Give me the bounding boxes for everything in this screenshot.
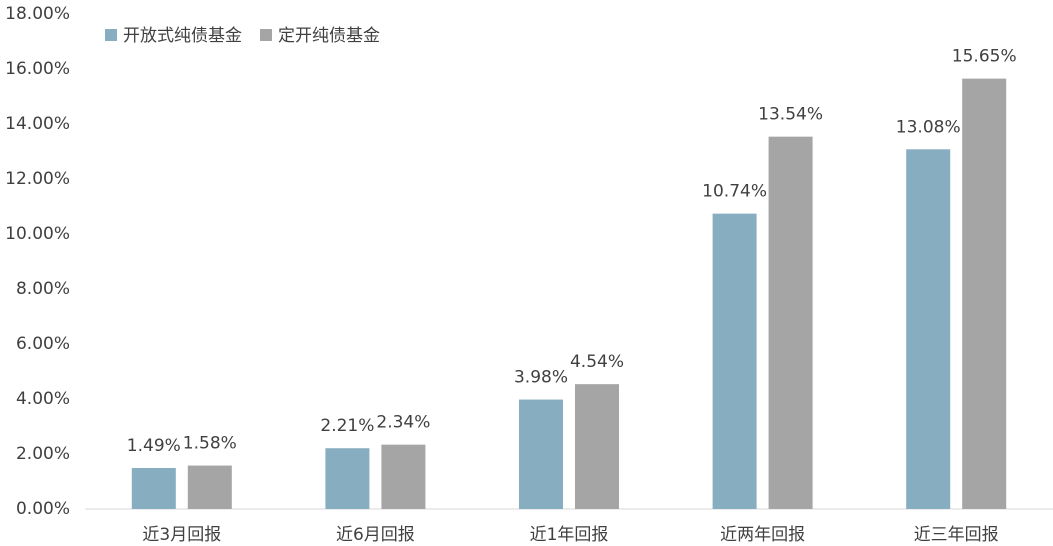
bar: [906, 149, 951, 510]
bar: [519, 399, 563, 509]
legend-label: 开放式纯债基金: [123, 26, 242, 46]
legend-swatch: [260, 29, 272, 41]
bar: [325, 448, 370, 509]
data-label: 13.08%: [896, 117, 961, 137]
data-label: 4.54%: [570, 352, 624, 372]
data-label: 3.98%: [514, 368, 568, 388]
y-tick-label: 0.00%: [16, 499, 70, 519]
bar: [962, 78, 1007, 509]
y-tick-label: 16.00%: [5, 59, 70, 79]
x-tick-label: 近1年回报: [530, 525, 609, 545]
x-tick-label: 近3月回报: [142, 525, 221, 545]
bar: [381, 444, 426, 509]
data-label: 13.54%: [758, 105, 823, 125]
data-label: 10.74%: [702, 182, 767, 202]
y-tick-label: 18.00%: [5, 4, 70, 24]
data-label: 2.21%: [320, 416, 374, 436]
y-tick-label: 4.00%: [16, 389, 70, 409]
x-tick-label: 近6月回报: [336, 525, 415, 545]
y-tick-label: 2.00%: [16, 444, 70, 464]
x-tick-label: 近两年回报: [720, 525, 805, 545]
bar: [187, 465, 232, 509]
legend-swatch: [105, 29, 117, 41]
y-tick-label: 10.00%: [5, 224, 70, 244]
bar: [575, 384, 619, 509]
legend-label: 定开纯债基金: [278, 26, 380, 46]
x-tick-label: 近三年回报: [914, 525, 999, 545]
bar: [131, 468, 176, 509]
data-label: 1.58%: [183, 434, 237, 454]
y-tick-label: 6.00%: [16, 334, 70, 354]
data-label: 1.49%: [127, 436, 181, 456]
data-label: 15.65%: [952, 47, 1017, 67]
bar: [768, 136, 813, 509]
y-tick-label: 12.00%: [5, 169, 70, 189]
y-tick-label: 14.00%: [5, 114, 70, 134]
data-label: 2.34%: [376, 413, 430, 433]
bar: [712, 213, 757, 509]
y-tick-label: 8.00%: [16, 279, 70, 299]
